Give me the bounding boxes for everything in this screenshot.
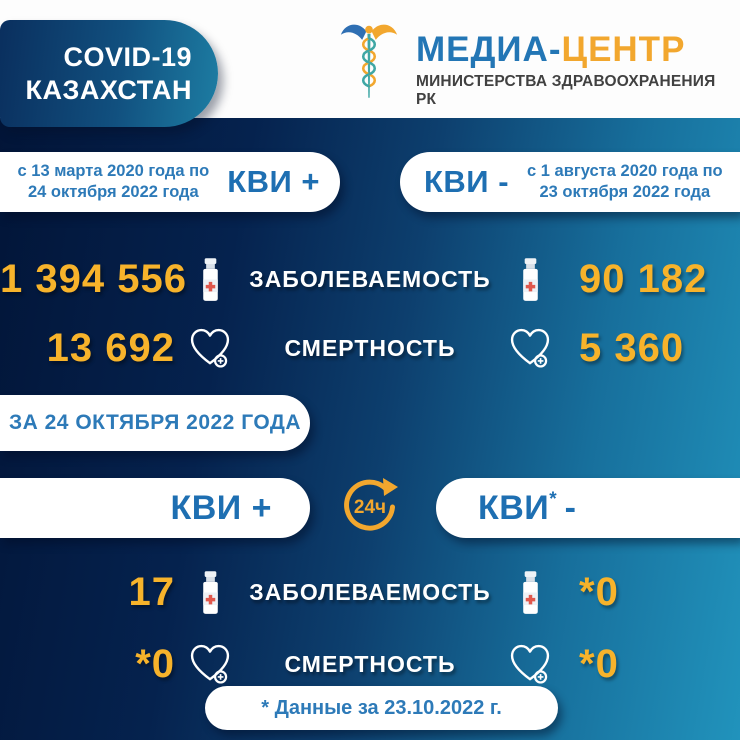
daily-date-text: ЗА 24 ОКТЯБРЯ 2022 ГОДА [8, 411, 302, 434]
main-panel: с 13 марта 2020 года по 24 октября 2022 … [0, 118, 740, 740]
logo-title-blue: МЕДИА- [415, 30, 562, 69]
logo-title: МЕДИА-ЦЕНТР [416, 32, 740, 67]
kvi-minus-period-text: с 1 августа 2020 года по 23 октября 2022… [527, 161, 723, 204]
daily-cases-right-value: *0 [579, 569, 619, 614]
daily-cases-row: 17 ЗАБОЛЕВАЕМОСТЬ *0 [0, 568, 740, 616]
kvi-plus-label: КВИ + [227, 164, 320, 199]
kvi-minus-period-badge: КВИ - с 1 августа 2020 года по 23 октябр… [400, 152, 740, 212]
kvi-plus-period-badge: с 13 марта 2020 года по 24 октября 2022 … [0, 152, 340, 212]
medicine-bottle-icon [195, 257, 226, 302]
daily-kvi-plus-badge: КВИ + [0, 478, 310, 538]
heart-health-icon [507, 327, 553, 370]
medicine-bottle-icon [515, 257, 546, 302]
covid-kazakhstan-badge: COVID-19 КАЗАХСТАН [0, 20, 218, 127]
asterisk-superscript: * [549, 488, 557, 510]
covid-title-line2: КАЗАХСТАН [25, 74, 192, 105]
kvi-minus-label: КВИ - [424, 164, 510, 199]
heart-health-icon [507, 643, 553, 686]
daily-kvi-minus-badge: КВИ* - [436, 478, 740, 538]
medicine-bottle-icon [195, 570, 226, 615]
deaths-label: СМЕРТНОСТЬ [284, 334, 456, 361]
cumulative-deaths-left-value: 13 692 [46, 325, 175, 370]
kvi-plus-period-text: с 13 марта 2020 года по 24 октября 2022 … [18, 161, 210, 204]
daily-cases-left-value: 17 [128, 569, 175, 614]
medicine-bottle-icon [515, 570, 546, 615]
daily-deaths-row: *0 СМЕРТНОСТЬ *0 [0, 640, 740, 688]
media-center-logo: МЕДИА-ЦЕНТР МИНИСТЕРСТВА ЗДРАВООХРАНЕНИЯ… [340, 20, 740, 109]
logo-subtitle: МИНИСТЕРСТВА ЗДРАВООХРАНЕНИЯ РК [415, 73, 716, 108]
logo-text: МЕДИА-ЦЕНТР МИНИСТЕРСТВА ЗДРАВООХРАНЕНИЯ… [416, 20, 740, 109]
footnote-text: * Данные за 23.10.2022 г. [261, 696, 502, 719]
cumulative-cases-row: 1 394 556 ЗАБОЛЕВАЕМОСТЬ 90 182 [0, 255, 740, 303]
header: COVID-19 КАЗАХСТАН МЕДИА-ЦЕНТР МИНИСТЕРС… [0, 0, 740, 127]
daily-kvi-plus-label: КВИ + [170, 488, 272, 527]
cumulative-cases-left-value: 1 394 556 [0, 256, 187, 301]
daily-date-badge: ЗА 24 ОКТЯБРЯ 2022 ГОДА [0, 395, 310, 451]
heart-health-icon [187, 643, 233, 686]
kvi-minus-period-line1: с 1 августа 2020 года по [527, 161, 723, 180]
24h-label: 24ч [353, 497, 387, 518]
daily-deaths-label: СМЕРТНОСТЬ [284, 650, 456, 677]
heart-health-icon [187, 327, 233, 370]
cases-label: ЗАБОЛЕВАЕМОСТЬ [249, 265, 491, 292]
cumulative-deaths-right-value: 5 360 [579, 325, 685, 370]
daily-deaths-right-value: *0 [579, 641, 619, 686]
caduceus-icon [340, 20, 398, 104]
cumulative-cases-right-value: 90 182 [579, 256, 708, 301]
daily-cases-label: ЗАБОЛЕВАЕМОСТЬ [249, 578, 491, 605]
logo-title-yellow: ЦЕНТР [561, 30, 686, 69]
kvi-plus-period-line2: 24 октября 2022 года [28, 183, 199, 201]
24h-cycle-icon: 24ч [338, 475, 402, 539]
covid-title-line1: COVID-19 [63, 42, 192, 73]
daily-deaths-left-value: *0 [135, 641, 175, 686]
cumulative-deaths-row: 13 692 СМЕРТНОСТЬ 5 360 [0, 324, 740, 372]
kvi-plus-period-line1: с 13 марта 2020 года по [17, 161, 210, 180]
daily-kvi-minus-label: КВИ* - [478, 488, 576, 527]
kvi-minus-period-line2: 23 октября 2022 года [539, 183, 711, 201]
footnote-badge: * Данные за 23.10.2022 г. [205, 686, 558, 730]
